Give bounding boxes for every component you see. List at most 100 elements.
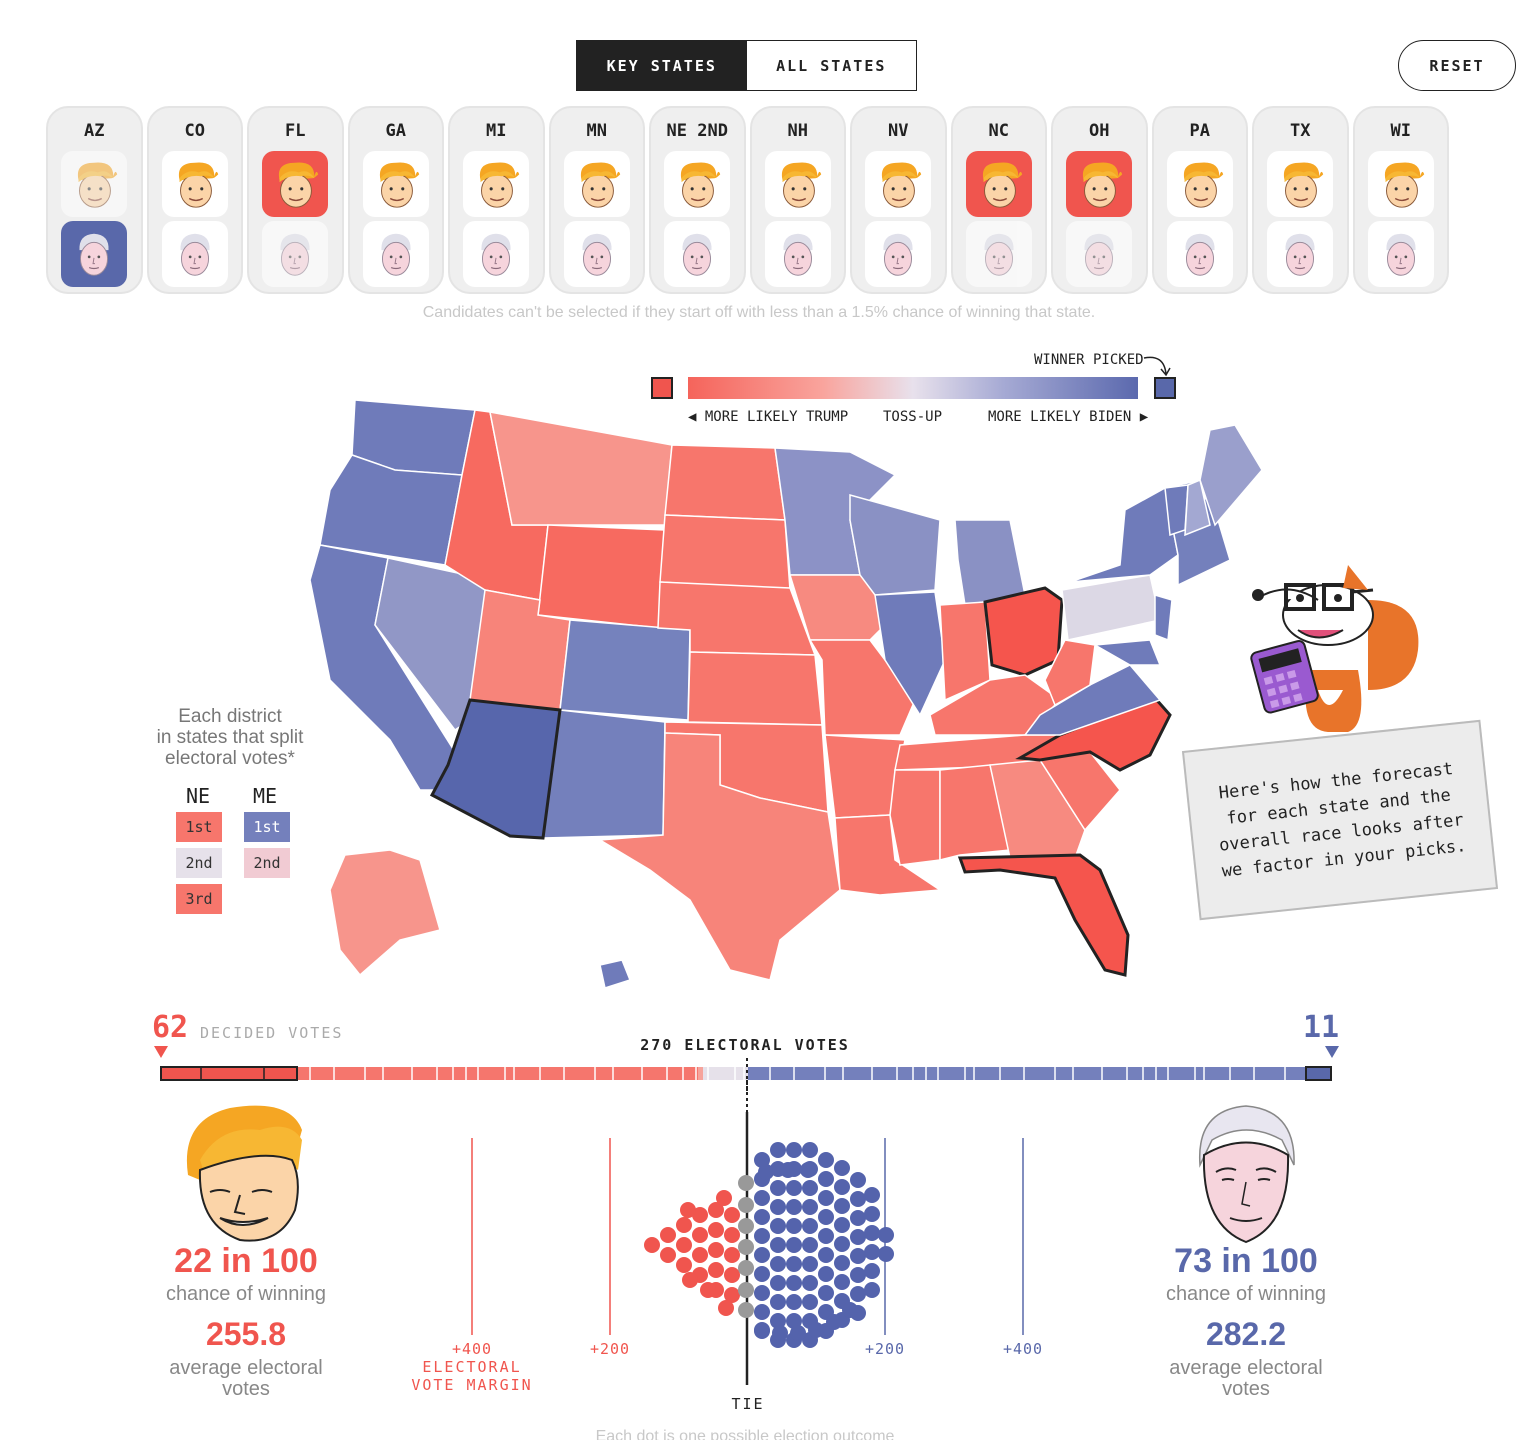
state-card-pa: PA <box>1151 106 1248 294</box>
pick-trump-ga-button[interactable] <box>362 151 429 217</box>
pick-biden-ne-2nd-button[interactable] <box>664 221 731 287</box>
pick-biden-fl-button[interactable] <box>262 221 329 287</box>
pick-biden-az-button[interactable] <box>61 221 128 287</box>
pick-trump-oh-button[interactable] <box>1066 151 1133 217</box>
tab-key-states[interactable]: KEY STATES <box>577 41 747 90</box>
trump-face-icon <box>580 162 620 208</box>
axis-trump-400: +400 <box>451 1340 493 1358</box>
ne-district-1: 1st <box>176 812 222 842</box>
mascot-speech-bubble: Here's how the forecast for each state a… <box>1181 719 1499 921</box>
outcome-dot <box>708 1242 724 1258</box>
outcome-dot <box>676 1237 692 1253</box>
me-district-2: 2nd <box>244 848 290 878</box>
trump-avg-label: average electoral votes <box>126 1358 366 1400</box>
pick-trump-tx-button[interactable] <box>1267 151 1334 217</box>
biden-avg-ev: 282.2 <box>1205 1316 1287 1352</box>
outcome-dot <box>850 1172 866 1188</box>
outcome-dot <box>850 1286 866 1302</box>
outcome-dot <box>802 1142 818 1158</box>
state-card-az: AZ <box>46 106 143 294</box>
pick-trump-co-button[interactable] <box>161 151 228 217</box>
pick-biden-pa-button[interactable] <box>1166 221 1233 287</box>
fox-mascot-icon <box>1250 565 1419 732</box>
biden-portrait-icon <box>1198 1105 1295 1244</box>
tab-all-states[interactable]: ALL STATES <box>776 56 887 75</box>
state-card-label: NH <box>787 121 808 141</box>
pick-trump-nv-button[interactable] <box>865 151 932 217</box>
pick-trump-nc-button[interactable] <box>965 151 1032 217</box>
pick-biden-nc-button[interactable] <box>965 221 1032 287</box>
biden-face-icon <box>984 233 1014 276</box>
pick-biden-wi-button[interactable] <box>1367 221 1434 287</box>
outcome-dot <box>770 1180 786 1196</box>
outcome-dot <box>708 1202 724 1218</box>
pick-biden-co-button[interactable] <box>161 221 228 287</box>
split-title-line2: in states that split <box>156 727 304 748</box>
pick-biden-nh-button[interactable] <box>764 221 831 287</box>
biden-face-icon <box>381 233 411 276</box>
trump-portrait-icon <box>186 1105 302 1242</box>
trump-face-icon <box>178 162 218 208</box>
outcome-dot <box>864 1282 880 1298</box>
pick-trump-az-button[interactable] <box>61 151 128 217</box>
pick-trump-nh-button[interactable] <box>764 151 831 217</box>
state-card-label: PA <box>1189 121 1210 141</box>
state-card-nv: NV <box>850 106 947 294</box>
biden-face-icon <box>1185 233 1215 276</box>
outcome-dot <box>818 1209 834 1225</box>
outcome-dot <box>738 1197 754 1213</box>
state-cards: AZ CO FL GA <box>46 106 1449 294</box>
me-district-1: 1st <box>244 812 290 842</box>
pick-trump-mi-button[interactable] <box>463 151 530 217</box>
outcome-dot <box>786 1218 802 1234</box>
outcome-dot <box>850 1210 866 1226</box>
state-tx <box>597 732 841 981</box>
trump-chance: 22 in 100 <box>174 1242 318 1280</box>
biden-face-icon <box>481 233 511 276</box>
legend-trump-picked-swatch <box>651 377 673 399</box>
outcome-dot <box>708 1222 724 1238</box>
pick-biden-tx-button[interactable] <box>1267 221 1334 287</box>
state-ny <box>1069 486 1179 583</box>
ne-district-3: 3rd <box>176 884 222 914</box>
split-title-line1: Each district <box>178 706 282 727</box>
outcome-dot <box>786 1180 802 1196</box>
pick-trump-wi-button[interactable] <box>1367 151 1434 217</box>
pick-biden-ga-button[interactable] <box>362 221 429 287</box>
biden-leaning-segment <box>748 1067 1308 1080</box>
pick-trump-ne-2nd-button[interactable] <box>664 151 731 217</box>
outcome-dot <box>692 1227 708 1243</box>
trump-face-icon <box>1384 162 1424 208</box>
pick-trump-fl-button[interactable] <box>262 151 329 217</box>
pick-biden-mi-button[interactable] <box>463 221 530 287</box>
outcome-dot <box>850 1267 866 1283</box>
pick-biden-oh-button[interactable] <box>1066 221 1133 287</box>
reset-button[interactable]: RESET <box>1398 40 1516 91</box>
state-nj <box>1154 593 1173 642</box>
tie-label: TIE <box>731 1395 765 1413</box>
biden-chance-label: chance of winning <box>1165 1283 1327 1305</box>
outcome-dot <box>878 1227 894 1243</box>
pick-biden-mn-button[interactable] <box>563 221 630 287</box>
outcome-dot <box>834 1217 850 1233</box>
trump-face-icon <box>78 162 118 208</box>
pick-biden-nv-button[interactable] <box>865 221 932 287</box>
state-card-label: FL <box>285 121 306 141</box>
ne-district-2: 2nd <box>176 848 222 878</box>
trump-avg-label-line2: votes <box>222 1378 270 1400</box>
arrow-icon <box>1143 356 1171 377</box>
outcome-dot <box>770 1142 786 1158</box>
view-tabs: KEY STATES ALL STATES <box>576 40 917 91</box>
trump-face-icon <box>279 162 319 208</box>
biden-face-icon <box>1285 233 1315 276</box>
state-oh <box>983 586 1064 677</box>
pick-trump-mn-button[interactable] <box>563 151 630 217</box>
tossup-segment <box>703 1067 748 1080</box>
pick-trump-pa-button[interactable] <box>1166 151 1233 217</box>
state-il <box>874 591 946 717</box>
biden-face-icon <box>582 233 612 276</box>
axis-margin-label: ELECTORAL VOTE MARGIN <box>402 1358 542 1394</box>
outcome-dot <box>770 1275 786 1291</box>
biden-face-icon <box>682 233 712 276</box>
outcome-dot <box>834 1274 850 1290</box>
